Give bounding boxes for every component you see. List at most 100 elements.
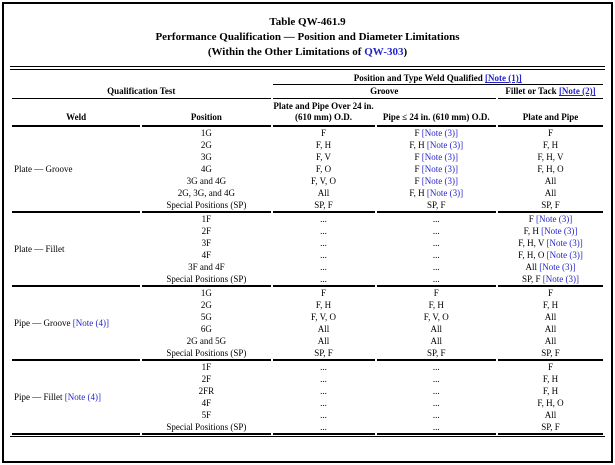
header-spanner-row: Position and Type Weld Qualified [Note (… [12, 72, 603, 85]
note-1-link[interactable]: [Note (1)] [485, 73, 522, 83]
weld-group-label: Pipe — Fillet [Note (4)] [12, 361, 141, 435]
value-cell: ... [377, 225, 497, 237]
value-cell: SP, F [272, 347, 375, 361]
fillet-label: Fillet or Tack [505, 86, 559, 96]
note-3-link[interactable]: [Note (3)] [541, 225, 578, 236]
value-cell: F [Note (3)] [377, 151, 497, 163]
value-cell: All [498, 409, 603, 421]
position-cell: 4F [201, 249, 212, 260]
plate-and-pipe-column-header: Plate and Pipe [498, 99, 603, 127]
cell-value: All [544, 187, 557, 198]
note-3-link[interactable]: [Note (3)] [426, 139, 464, 150]
cell-value: F, H [542, 373, 559, 384]
note-3-link[interactable]: [Note (3)] [421, 151, 459, 162]
table-subtitle: (Within the Other Limitations of QW-303) [10, 45, 605, 60]
value-cell: F [377, 287, 497, 299]
value-cell: F, V, O [273, 311, 375, 323]
qw-303-link[interactable]: QW-303 [364, 46, 404, 58]
cell-value: SP, F [522, 273, 541, 284]
table-row: 4G F, O F [Note (3)] F, H, O [12, 163, 603, 175]
cell-value: SP, F [541, 347, 560, 358]
spanner-label: Position and Type Weld Qualified [353, 73, 486, 83]
value-cell: SP, F [376, 347, 497, 361]
note-3-link[interactable]: [Note (3)] [546, 249, 583, 260]
cell-value: F, H [409, 187, 425, 198]
cell-value: ... [432, 361, 440, 372]
cell-value: SP, F [541, 199, 560, 210]
table-row: 2FR...... F, H [12, 385, 603, 397]
value-cell: ... [273, 385, 375, 397]
note-3-link[interactable]: [Note (3)] [542, 273, 580, 284]
note-3-link[interactable]: [Note (3)] [546, 237, 583, 248]
value-cell: ... [377, 249, 497, 261]
cell-value: F, H [315, 299, 332, 310]
cell-value: F, H [409, 139, 425, 150]
cell-value: F, H [542, 299, 559, 310]
value-cell: F [498, 287, 603, 299]
value-cell: F, H [273, 299, 375, 311]
cell-value: ... [320, 361, 327, 372]
cell-value: F [548, 361, 554, 372]
position-cell: 2G [200, 299, 212, 310]
value-cell: ... [273, 249, 375, 261]
table-row: 2G, 3G, and 4G All F, H [Note (3)] All [12, 187, 603, 199]
value-cell: F, H [498, 139, 603, 151]
table-row: Special Positions (SP) SP, F SP, F SP, F [12, 347, 603, 361]
note-4-link[interactable]: [Note (4)] [64, 391, 101, 402]
table-row: Plate — Groove 1G F F [Note (3)] F [12, 127, 603, 213]
cell-value: All [544, 409, 557, 420]
note-4-link[interactable]: [Note (4)] [72, 317, 109, 328]
value-cell: ... [376, 421, 497, 435]
cell-value: F, H [542, 385, 559, 396]
cell-value: ... [320, 409, 327, 420]
note-3-link[interactable]: [Note (3)] [421, 163, 459, 174]
value-cell: ... [273, 373, 375, 385]
note-2-link[interactable]: [Note (2)] [558, 86, 596, 96]
table-row: 3G and 4G F, V, O F [Note (3)] All [12, 175, 603, 187]
cell-value: All [430, 335, 443, 346]
cell-value: All [544, 311, 557, 322]
value-cell: ... [273, 225, 375, 237]
column-header-row: Weld Position Plate and Pipe Over 24 in.… [12, 99, 603, 127]
value-cell: ... [272, 273, 375, 287]
cell-value: ... [320, 397, 327, 408]
position-cell: 5G [200, 311, 212, 322]
position-cell: 1G [200, 127, 212, 138]
value-cell: ... [377, 409, 497, 421]
value-cell: F [273, 127, 375, 139]
cell-value: F [414, 151, 420, 162]
weld-group-label: Plate — Groove [12, 127, 141, 213]
value-cell: F, H [498, 299, 603, 311]
position-cell: 3F [201, 237, 212, 248]
value-cell: F, H [498, 385, 603, 397]
position-cell: Special Positions (SP) [142, 199, 271, 213]
position-cell: Special Positions (SP) [142, 273, 271, 287]
cell-value: F, H, V [518, 237, 545, 248]
value-cell: F, H, V [498, 151, 603, 163]
position-cell: Special Positions (SP) [142, 347, 271, 361]
value-cell: F, V [273, 151, 375, 163]
weld-column-header: Weld [12, 99, 141, 127]
value-cell: F, H [Note (3)] [377, 187, 497, 199]
value-cell: F [Note (3)] [377, 175, 497, 187]
cell-value: F, H, O [537, 397, 564, 408]
cell-value: F, V, O [423, 311, 449, 322]
value-cell: All [377, 335, 497, 347]
cell-value: SP, F [314, 199, 333, 210]
value-cell: SP, F [Note (3)] [498, 273, 603, 287]
note-3-link[interactable]: [Note (3)] [426, 187, 464, 198]
value-cell: ... [377, 361, 497, 373]
value-cell: SP, F [498, 347, 603, 361]
note-3-link[interactable]: [Note (3)] [421, 127, 459, 138]
note-3-link[interactable]: [Note (3)] [539, 261, 576, 272]
value-cell: F, H, V [Note (3)] [498, 237, 603, 249]
position-cell: 2FR [198, 385, 215, 396]
note-3-link[interactable]: [Note (3)] [421, 175, 459, 186]
table-number: Table QW-461.9 [269, 16, 346, 28]
value-cell: All [Note (3)] [498, 261, 603, 273]
cell-value: SP, F [314, 347, 333, 358]
header-group-row: Qualification Test Groove Fillet or Tack… [12, 85, 603, 99]
note-3-link[interactable]: [Note (3)] [536, 213, 573, 224]
table-row: Special Positions (SP) SP, F SP, F SP, F [12, 199, 603, 213]
subtitle-prefix: (Within the Other Limitations of [207, 46, 365, 58]
